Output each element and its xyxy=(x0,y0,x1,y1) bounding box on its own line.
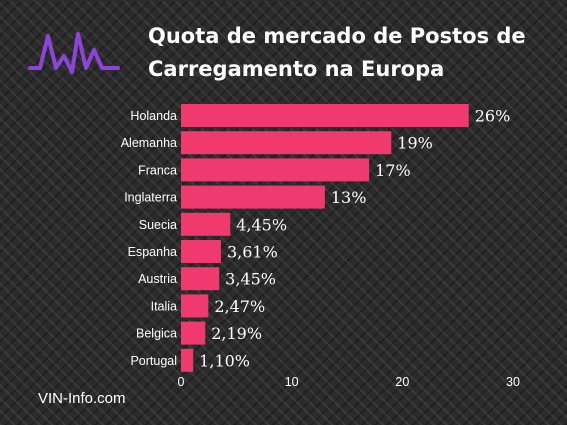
x-tick-label: 10 xyxy=(285,375,299,389)
data-label-suecia: 4,45% xyxy=(236,215,287,234)
category-label-inglaterra: Inglaterra xyxy=(124,191,177,205)
x-tick-label: 0 xyxy=(178,375,185,389)
bar-espanha xyxy=(181,240,221,263)
category-label-italia: Italia xyxy=(151,299,177,313)
chart-title: Quota de mercado de Postos de Carregamen… xyxy=(148,20,548,86)
data-label-espanha: 3,61% xyxy=(227,243,278,262)
data-label-belgica: 2,19% xyxy=(211,324,262,343)
source-footer: VIN-Info.com xyxy=(38,390,126,407)
x-tick-label: 20 xyxy=(395,375,409,389)
chart-title-line-1: Quota de mercado de Postos de xyxy=(148,24,526,48)
category-label-franca: Franca xyxy=(138,163,177,177)
category-label-espanha: Espanha xyxy=(128,245,177,259)
category-label-austria: Austria xyxy=(138,272,177,286)
bar-italia xyxy=(181,294,209,318)
bar-suecia xyxy=(181,212,231,236)
data-label-portugal: 1,10% xyxy=(199,351,250,370)
category-label-portugal: Portugal xyxy=(130,354,177,368)
category-label-holanda: Holanda xyxy=(130,109,177,123)
bar-portugal xyxy=(181,348,194,372)
data-label-austria: 3,45% xyxy=(225,270,276,289)
bar-holanda xyxy=(181,104,469,127)
data-label-holanda: 26% xyxy=(475,107,511,126)
data-label-inglaterra: 13% xyxy=(331,188,367,207)
x-tick-label: 30 xyxy=(506,375,520,389)
heartbeat-pulse-icon xyxy=(28,32,120,74)
bar-franca xyxy=(181,158,370,182)
bar-inglaterra xyxy=(181,185,325,209)
data-label-franca: 17% xyxy=(375,161,411,180)
bar-austria xyxy=(181,267,220,291)
data-label-italia: 2,47% xyxy=(214,297,265,316)
category-label-alemanha: Alemanha xyxy=(121,136,177,150)
bar-belgica xyxy=(181,321,206,345)
chart-title-line-2: Carregamento na Europa xyxy=(148,57,445,81)
category-label-belgica: Belgica xyxy=(136,327,177,341)
bar-alemanha xyxy=(181,131,392,155)
category-label-suecia: Suecia xyxy=(139,218,177,232)
data-label-alemanha: 19% xyxy=(397,134,433,153)
